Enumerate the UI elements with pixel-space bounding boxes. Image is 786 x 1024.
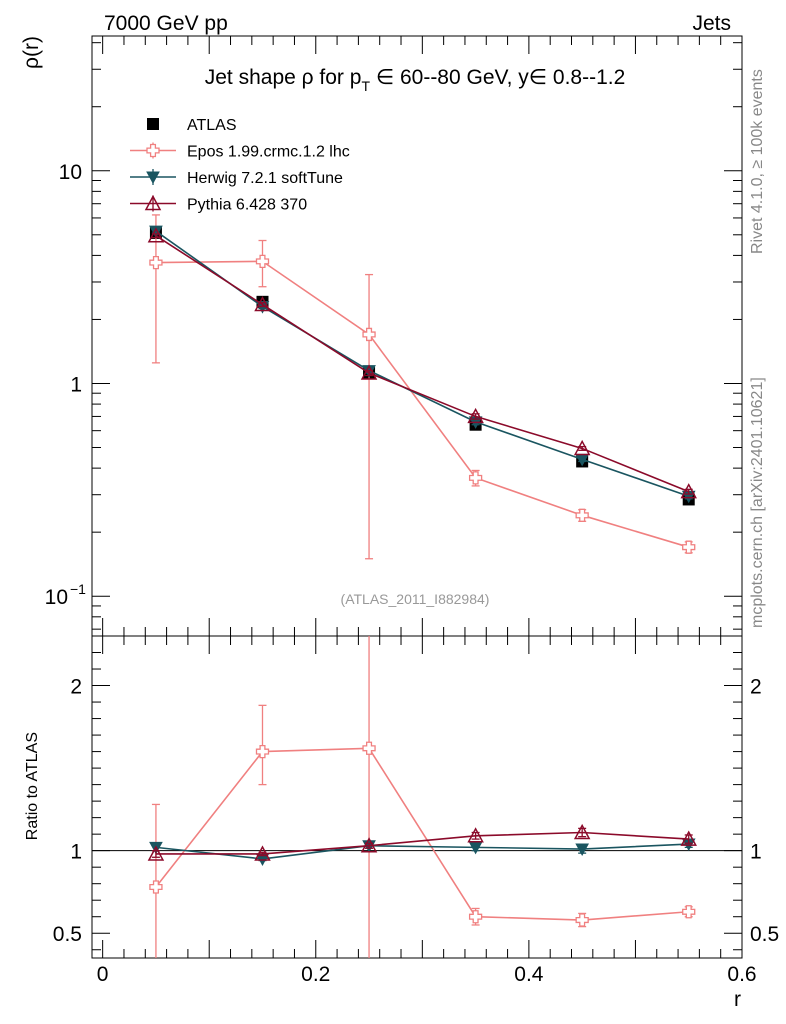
legend-label-epos: Epos 1.99.crmc.1.2 lhc (187, 144, 350, 161)
header-right: Jets (692, 12, 731, 35)
x-tick-label: 0.6 (727, 963, 756, 986)
main-y-tick-label: 10 (45, 586, 68, 609)
main-point-epos (149, 255, 163, 270)
side-rivet-text: Rivet 4.1.0, ≥ 100k events (749, 69, 766, 254)
main-y-tick-exponent: −1 (70, 581, 86, 597)
main-y-tick-label: 10 (59, 161, 82, 184)
ratio-point-epos (255, 744, 270, 759)
legend: ATLAS Epos 1.99.crmc.1.2 lhc Herwig 7.2.1 … (130, 117, 350, 214)
main-series-epos (149, 214, 696, 560)
x-tick-label: 0.2 (301, 963, 330, 986)
ratio-series-epos (149, 636, 696, 958)
ratio-point-herwig (575, 843, 590, 857)
ratio-point-pythia (680, 830, 697, 846)
main-point-pythia (254, 295, 271, 312)
ratio-point-pythia (467, 827, 484, 843)
legend-item-herwig: Herwig 7.2.1 softTune (130, 169, 343, 187)
ratio-series-pythia (147, 823, 697, 861)
legend-item-epos: Epos 1.99.crmc.1.2 lhc (130, 142, 350, 161)
ratio-line-epos (155, 747, 689, 921)
x-tick-label: 0.4 (514, 963, 544, 986)
main-point-pythia (680, 483, 697, 499)
main-point-epos (575, 508, 589, 522)
main-point-epos (255, 254, 270, 269)
legend-marker-epos (146, 143, 160, 158)
main-line-epos (155, 260, 689, 548)
ratio-series-herwig (149, 838, 696, 866)
header-left: 7000 GeV pp (104, 12, 228, 35)
ratio-y-tick-label-right: 1 (750, 841, 762, 864)
main-point-pythia (573, 439, 591, 456)
legend-item-atlas: ATLAS (147, 117, 237, 134)
ratio-y-tick-label-left: 2 (70, 676, 82, 699)
ratio-point-pythia (360, 837, 378, 853)
ratio-point-pythia (254, 845, 271, 861)
chart-title: Jet shape ρ for pT ∈ 60--80 GeV, y∈ 0.8-… (205, 66, 626, 94)
main-point-pythia (467, 407, 484, 424)
ratio-y-axis-label: Ratio to ATLAS (24, 732, 41, 840)
ratio-line-pythia (155, 831, 689, 855)
main-line-pythia (155, 235, 690, 493)
main-series-atlas (149, 226, 695, 506)
legend-label-atlas: ATLAS (187, 117, 237, 134)
main-line-herwig (155, 230, 689, 498)
ratio-point-pythia (147, 845, 165, 861)
main-point-pythia (147, 227, 165, 243)
ratio-plot-frame (91, 635, 743, 959)
main-y-tick-label: 1 (70, 373, 82, 396)
ratio-point-pythia (573, 823, 591, 840)
main-point-epos (468, 471, 483, 485)
x-axis-label: r (734, 988, 741, 1011)
ratio-point-epos (575, 913, 589, 927)
ratio-line-herwig (155, 843, 689, 860)
x-tick-label: 0 (97, 963, 109, 986)
main-point-epos (682, 540, 696, 554)
legend-marker-atlas (147, 118, 159, 130)
ratio-point-epos (149, 880, 163, 894)
main-point-pythia (360, 364, 378, 380)
legend-marker-herwig (146, 171, 160, 185)
main-point-epos (362, 327, 376, 342)
ratio-y-tick-label-left: 1 (70, 841, 82, 864)
ratio-point-epos (362, 741, 376, 755)
main-y-axis-label: ρ(r) (20, 36, 43, 69)
legend-item-pythia: Pythia 6.428 370 (130, 194, 307, 214)
legend-marker-pythia (144, 194, 162, 211)
legend-label-pythia: Pythia 6.428 370 (187, 197, 307, 214)
ratio-point-epos (682, 905, 696, 919)
legend-label-herwig: Herwig 7.2.1 softTune (187, 170, 343, 187)
main-series-pythia (147, 227, 697, 499)
ratio-y-tick-label-right: 0.5 (750, 923, 779, 946)
main-point-herwig (149, 225, 163, 239)
analysis-watermark: (ATLAS_2011_I882984) (341, 591, 490, 607)
side-mcplots-text: mcplots.cern.ch [arXiv:2401.10621] (749, 377, 766, 628)
ratio-point-epos (468, 910, 483, 924)
ratio-y-tick-label-right: 2 (750, 676, 762, 699)
ratio-y-tick-label-left: 0.5 (53, 923, 82, 946)
